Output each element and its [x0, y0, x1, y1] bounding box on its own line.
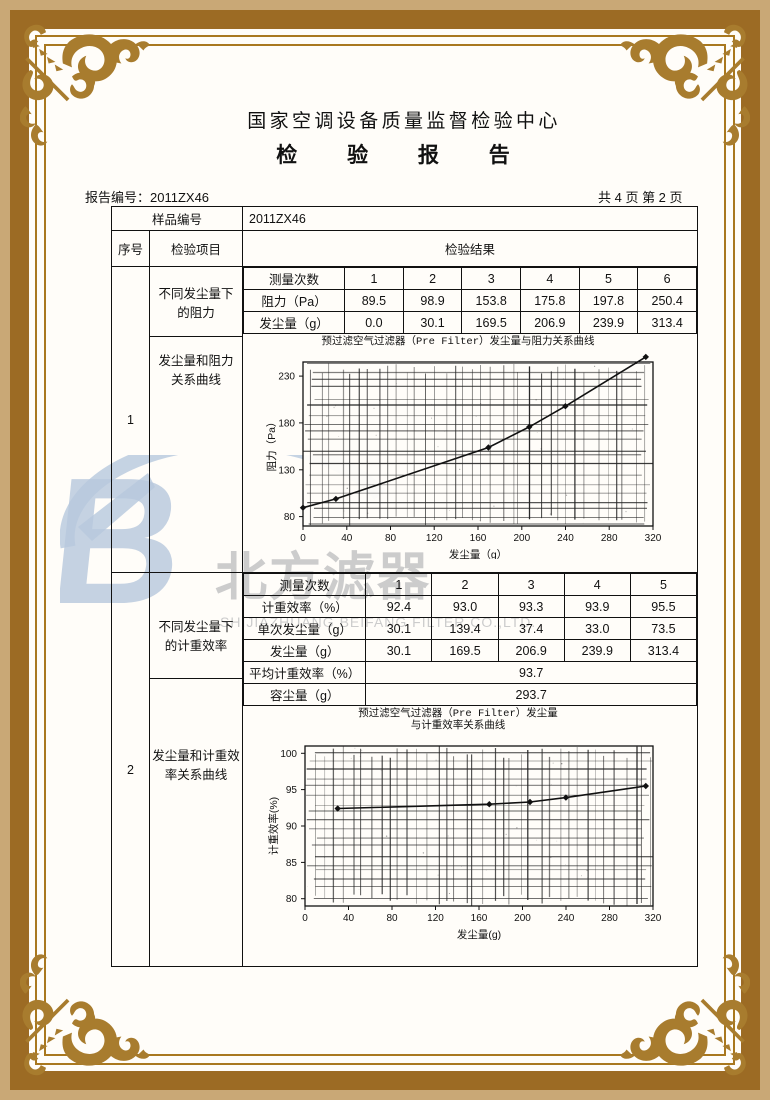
svg-text:320: 320 — [645, 913, 662, 924]
svg-text:预过滤空气过滤器（Pre Filter）发尘量: 预过滤空气过滤器（Pre Filter）发尘量 — [358, 706, 558, 720]
svg-text:200: 200 — [514, 913, 531, 924]
svg-text:80: 80 — [385, 533, 397, 544]
svg-text:100: 100 — [280, 749, 297, 760]
svg-text:240: 240 — [558, 913, 575, 924]
svg-text:95: 95 — [286, 785, 298, 796]
svg-text:160: 160 — [471, 913, 488, 924]
svg-text:200: 200 — [513, 533, 530, 544]
svg-text:230: 230 — [278, 372, 295, 383]
svg-text:85: 85 — [286, 858, 298, 869]
svg-text:130: 130 — [278, 465, 295, 476]
svg-text:预过滤空气过滤器（Pre Filter）发尘量与阻力关系曲线: 预过滤空气过滤器（Pre Filter）发尘量与阻力关系曲线 — [322, 334, 596, 348]
svg-text:120: 120 — [427, 913, 444, 924]
svg-text:80: 80 — [386, 913, 398, 924]
svg-text:0: 0 — [302, 913, 308, 924]
svg-text:40: 40 — [343, 913, 355, 924]
svg-text:120: 120 — [426, 533, 443, 544]
svg-text:240: 240 — [557, 533, 574, 544]
svg-text:发尘量（g）: 发尘量（g） — [449, 548, 507, 559]
svg-text:与计重效率关系曲线: 与计重效率关系曲线 — [411, 718, 506, 732]
svg-text:90: 90 — [286, 822, 298, 833]
svg-text:160: 160 — [470, 533, 487, 544]
svg-text:280: 280 — [601, 913, 618, 924]
svg-text:发尘量(g): 发尘量(g) — [457, 928, 501, 941]
svg-text:280: 280 — [601, 533, 618, 544]
svg-text:180: 180 — [278, 418, 295, 429]
svg-text:0: 0 — [300, 533, 306, 544]
svg-text:80: 80 — [286, 894, 298, 905]
svg-text:80: 80 — [284, 512, 296, 523]
svg-text:40: 40 — [341, 533, 353, 544]
svg-text:计重效率(%): 计重效率(%) — [267, 797, 280, 855]
svg-text:320: 320 — [645, 533, 662, 544]
svg-text:阻力（Pa）: 阻力（Pa） — [265, 417, 278, 472]
